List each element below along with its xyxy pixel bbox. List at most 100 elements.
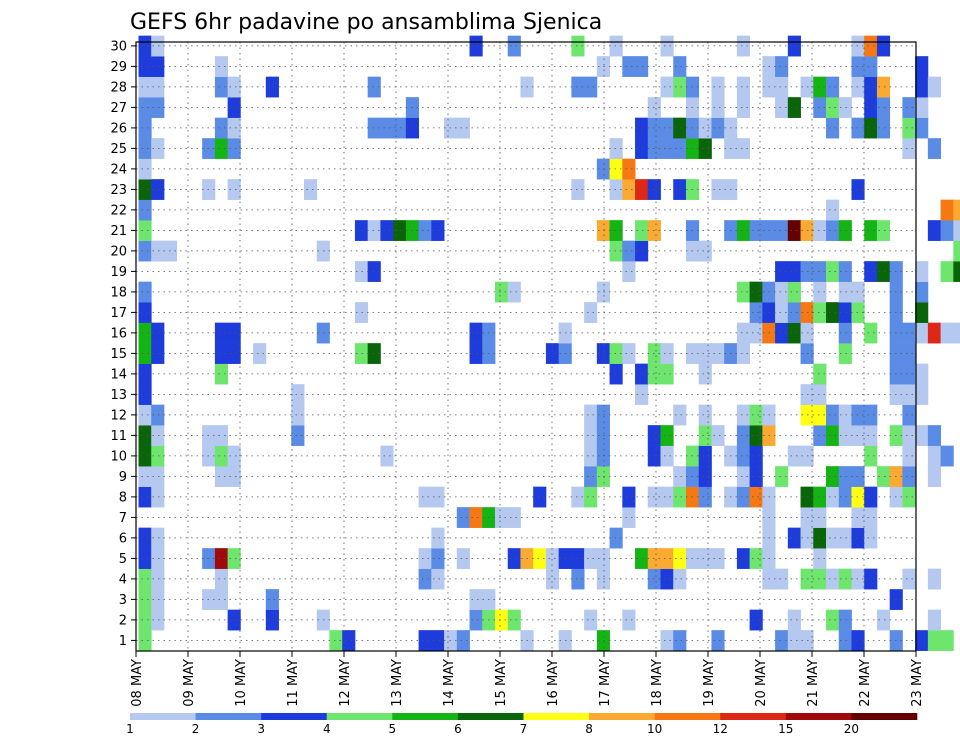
colorbar-segment	[326, 713, 393, 720]
heatmap-cell	[775, 568, 789, 590]
heatmap-cell	[902, 568, 916, 590]
heatmap-cell	[927, 445, 941, 467]
heatmap-cell	[660, 568, 674, 590]
heatmap-cell	[367, 117, 381, 139]
heatmap-cell	[749, 220, 763, 241]
y-tick-label: 25	[110, 142, 127, 157]
heatmap-cell	[138, 35, 152, 57]
heatmap-cell	[265, 589, 279, 610]
heatmap-cell	[902, 138, 916, 159]
heatmap-cell	[698, 343, 712, 364]
heatmap-cell	[775, 466, 789, 487]
colorbar-label: 4	[323, 722, 331, 736]
heatmap-cell	[864, 76, 878, 98]
heatmap-cell	[787, 281, 801, 303]
heatmap-cell	[775, 261, 789, 282]
y-tick-label: 11	[110, 429, 127, 444]
y-tick-label: 14	[110, 367, 127, 382]
heatmap-cell	[915, 630, 929, 651]
heatmap-cell	[813, 220, 827, 241]
heatmap-cell	[151, 445, 165, 467]
heatmap-cell	[367, 76, 381, 98]
heatmap-cell	[851, 630, 865, 651]
heatmap-cell	[227, 609, 241, 631]
heatmap-cell	[367, 220, 381, 241]
heatmap-cell	[291, 404, 305, 426]
heatmap-cell	[915, 261, 929, 282]
heatmap-cell	[876, 609, 891, 631]
colorbar-label: 7	[520, 722, 528, 736]
heatmap-cell	[673, 630, 687, 651]
heatmap-cell	[876, 35, 891, 57]
heatmap-cell	[635, 56, 649, 77]
heatmap-cell	[214, 363, 229, 385]
heatmap-cell	[584, 609, 598, 631]
heatmap-cell	[227, 445, 241, 467]
heatmap-cell	[787, 630, 801, 651]
heatmap-cell	[902, 117, 916, 139]
heatmap-cell	[736, 548, 751, 569]
heatmap-cell	[456, 507, 470, 528]
heatmap-cell	[876, 220, 891, 241]
heatmap-cell	[736, 425, 751, 446]
heatmap-cell	[138, 281, 152, 303]
y-tick-label: 18	[110, 285, 127, 300]
x-tick-label: 17 MAY	[598, 659, 613, 707]
heatmap-cell	[418, 568, 432, 590]
heatmap-cell	[380, 117, 394, 139]
heatmap-cell	[698, 425, 712, 446]
grid-lines	[136, 42, 916, 651]
heatmap-cell	[469, 507, 483, 528]
heatmap-cell	[584, 445, 598, 467]
y-tick-label: 17	[110, 306, 127, 321]
heatmap-cell	[138, 384, 152, 405]
heatmap-cell	[138, 609, 152, 631]
heatmap-cell	[151, 56, 165, 77]
heatmap-cell	[596, 404, 610, 426]
y-tick-label: 30	[110, 39, 127, 54]
y-tick-label: 23	[110, 183, 127, 198]
heatmap-cell	[622, 56, 636, 77]
heatmap-cell	[813, 261, 827, 282]
colorbar-segment	[851, 713, 918, 720]
y-tick-label: 26	[110, 121, 127, 136]
heatmap-cell	[571, 548, 585, 569]
heatmap-cell	[902, 425, 916, 446]
heatmap-cell	[749, 486, 763, 508]
x-tick-label: 14 MAY	[442, 659, 457, 707]
heatmap-cell	[214, 76, 229, 98]
y-tick-label: 24	[110, 162, 127, 177]
heatmap-cell	[609, 158, 623, 180]
heatmap-cell	[138, 445, 152, 467]
heatmap-cell	[902, 384, 916, 405]
heatmap-cell	[418, 220, 432, 241]
colorbar-segment	[130, 713, 196, 720]
heatmap-cell	[711, 76, 725, 98]
heatmap-cell	[826, 466, 840, 487]
heatmap-cell	[151, 527, 165, 549]
heatmap-cell	[673, 568, 687, 590]
heatmap-cell	[622, 158, 636, 180]
heatmap-cell	[265, 609, 279, 631]
heatmap-cell	[851, 404, 865, 426]
heatmap-cell	[813, 384, 827, 405]
heatmap-cell	[775, 302, 789, 323]
heatmap-cell	[749, 609, 763, 631]
heatmap-cell	[151, 486, 165, 508]
heatmap-cell	[545, 548, 560, 569]
colorbar-label: 20	[844, 722, 859, 736]
heatmap-cell	[813, 97, 827, 118]
heatmap-cell	[940, 261, 954, 282]
heatmap-cell	[214, 445, 229, 467]
heatmap-cell	[609, 35, 623, 57]
heatmap-cell	[711, 343, 725, 364]
y-tick-label: 7	[119, 511, 127, 526]
heatmap-cell	[660, 35, 674, 57]
heatmap-cell	[138, 322, 152, 344]
heatmap-cell	[469, 609, 483, 631]
heatmap-cell	[902, 363, 916, 385]
heatmap-cell	[864, 35, 878, 57]
heatmap-cell	[635, 220, 649, 241]
heatmap-cell	[329, 630, 343, 651]
heatmap-cell	[584, 425, 598, 446]
